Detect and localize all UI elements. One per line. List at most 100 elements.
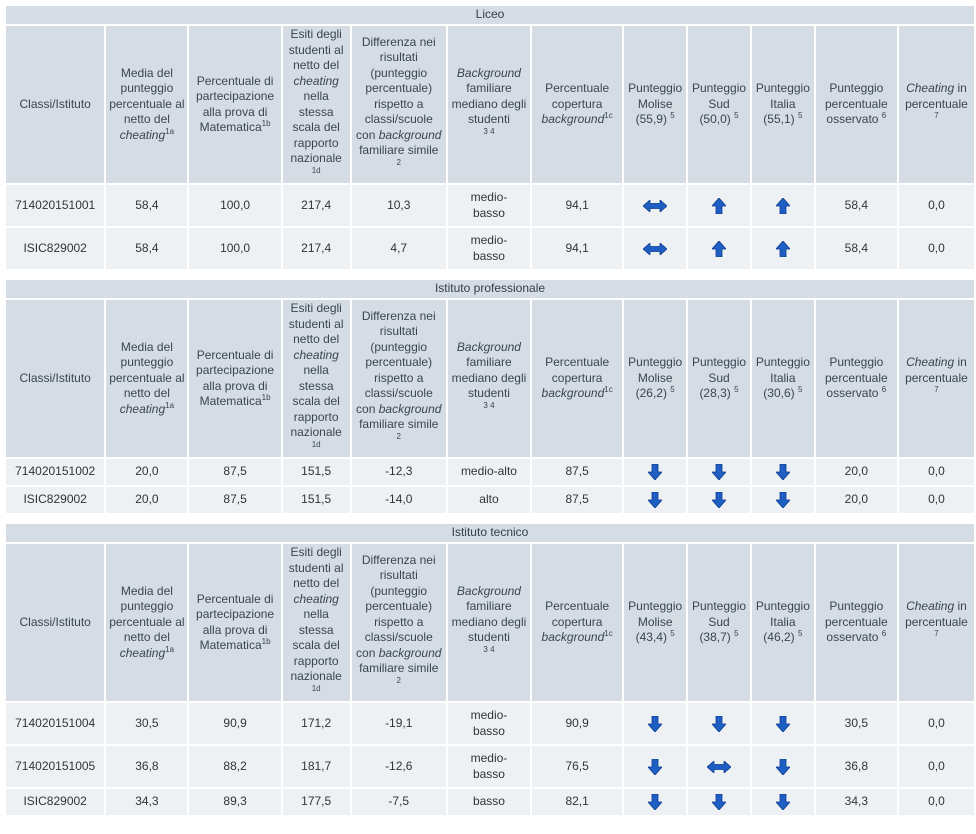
header-cheating: Cheating in percentuale 7 xyxy=(898,544,974,701)
header-text-italic: background xyxy=(378,645,442,660)
footnote-marker: 1b xyxy=(261,119,271,128)
header-text: Media del punteggio percentuale al netto… xyxy=(109,339,185,401)
cell-trend-molise xyxy=(624,746,687,787)
header-text: familiare simile xyxy=(359,417,439,432)
section-title: Liceo xyxy=(6,6,974,24)
arrow-down-icon xyxy=(712,464,727,480)
header-text: Percentuale copertura xyxy=(545,81,610,111)
footnote-marker: 1b xyxy=(261,637,271,646)
header-text: Punteggio Sud xyxy=(691,81,747,111)
header-text: Esiti degli studenti al netto del xyxy=(288,545,344,590)
footnote-marker: 3 4 xyxy=(483,126,495,136)
header-ref-score: (55,9) xyxy=(635,112,667,127)
header-classi: Classi/Istituto xyxy=(6,300,105,457)
header-text: Differenza nei risultati (punteggio perc… xyxy=(356,552,436,660)
cell-background: medio-alto xyxy=(447,459,531,485)
header-text-italic: Cheating xyxy=(906,599,955,614)
header-text: Punteggio percentuale osservato xyxy=(824,599,888,645)
cell-trend-italia xyxy=(751,228,814,269)
cell-classe: ISIC829002 xyxy=(6,487,105,513)
header-text: Differenza nei risultati (punteggio perc… xyxy=(356,308,436,416)
arrow-up-icon xyxy=(775,197,790,214)
cell-cheating: 0,0 xyxy=(898,703,974,744)
header-text: Punteggio percentuale osservato xyxy=(824,81,888,127)
header-text: familiare simile xyxy=(359,143,439,158)
footnote-marker: 6 xyxy=(881,629,887,639)
header-osservato: Punteggio percentuale osservato 6 xyxy=(815,300,897,457)
header-punteggio-italia: Punteggio Italia (30,6) 5 xyxy=(751,300,814,457)
cell-trend-molise xyxy=(624,789,687,815)
cell-media: 58,4 xyxy=(106,228,188,269)
header-text: nella stessa scala del rapporto nazional… xyxy=(290,89,342,165)
header-media: Media del punteggio percentuale al netto… xyxy=(106,300,188,457)
footnote-marker: 5 xyxy=(797,111,803,121)
footnote-marker: 7 xyxy=(934,629,939,639)
header-text: familiare mediano degli studenti xyxy=(451,355,527,401)
footnote-marker: 3 4 xyxy=(483,644,495,654)
header-text: Esiti degli studenti al netto del xyxy=(288,301,344,346)
header-background: Background familiare mediano degli stude… xyxy=(447,544,531,701)
table-row: 714020151001 58,4 100,0 217,4 10,3 medio-bass… xyxy=(6,185,974,226)
header-text: Differenza nei risultati (punteggio perc… xyxy=(356,34,436,142)
cell-trend-molise xyxy=(624,185,687,226)
cell-partecipazione: 88,2 xyxy=(189,746,281,787)
table-row: ISIC829002 34,3 89,3 177,5 -7,5 basso 82,1 34,3… xyxy=(6,789,974,815)
header-ref-score: (26,2) xyxy=(635,386,667,401)
footnote-marker: 1c xyxy=(604,629,613,639)
cell-trend-molise xyxy=(624,228,687,269)
footnote-marker: 7 xyxy=(934,111,939,121)
header-ref-score: (43,4) xyxy=(635,630,667,645)
header-text: Punteggio Molise xyxy=(628,355,683,385)
table-row: 714020151005 36,8 88,2 181,7 -12,6 medio-bass… xyxy=(6,746,974,787)
section-title: Istituto tecnico xyxy=(6,524,974,542)
header-text-italic: cheating xyxy=(119,645,166,660)
header-text-italic: cheating xyxy=(293,591,339,606)
header-esiti: Esiti degli studenti al netto del cheati… xyxy=(282,26,350,183)
header-text: Punteggio percentuale osservato xyxy=(824,355,888,401)
cell-osservato: 20,0 xyxy=(815,487,897,513)
cell-classe: ISIC829002 xyxy=(6,228,105,269)
cell-trend-molise xyxy=(624,459,687,485)
cell-partecipazione: 87,5 xyxy=(189,459,281,485)
cell-copertura: 90,9 xyxy=(532,703,623,744)
footnote-marker: 1d xyxy=(311,683,321,693)
section-title: Istituto professionale xyxy=(6,280,974,298)
header-media: Media del punteggio percentuale al netto… xyxy=(106,26,188,183)
arrow-down-icon xyxy=(648,492,663,508)
arrow-up-icon xyxy=(712,197,727,214)
header-media: Media del punteggio percentuale al netto… xyxy=(106,544,188,701)
header-text-italic: cheating xyxy=(119,401,166,416)
arrow-down-icon xyxy=(648,464,663,480)
footnote-marker: 1a xyxy=(165,126,175,136)
header-text: Punteggio Molise xyxy=(628,81,683,111)
cell-copertura: 94,1 xyxy=(532,185,623,226)
cell-trend-sud xyxy=(688,746,750,787)
footnote-marker: 5 xyxy=(734,385,739,395)
header-text-italic: Cheating xyxy=(906,81,955,96)
footnote-marker: 1c xyxy=(604,385,613,395)
header-text-italic: background xyxy=(541,630,605,645)
header-text: Esiti degli studenti al netto del xyxy=(288,27,344,72)
cell-trend-italia xyxy=(751,703,814,744)
header-text-italic: background xyxy=(378,401,442,416)
section-0: Liceo Classi/Istituto Media del punteggio … xyxy=(4,4,976,271)
cell-cheating: 0,0 xyxy=(898,746,974,787)
footnote-marker: 5 xyxy=(797,629,803,639)
header-text: Punteggio Italia xyxy=(755,599,810,629)
cell-osservato: 20,0 xyxy=(815,459,897,485)
header-copertura: Percentuale copertura background1c xyxy=(532,26,623,183)
cell-osservato: 30,5 xyxy=(815,703,897,744)
cell-cheating: 0,0 xyxy=(898,228,974,269)
arrow-left-right-icon xyxy=(707,760,732,773)
header-text: in percentuale xyxy=(905,599,968,629)
cell-esiti: 181,7 xyxy=(282,746,350,787)
header-ref-score: (38,7) xyxy=(699,630,731,645)
results-table: Istituto professionale Classi/Istituto Med… xyxy=(4,278,976,515)
cell-trend-sud xyxy=(688,228,750,269)
footnote-marker: 6 xyxy=(881,385,887,395)
header-ref-score: (50,0) xyxy=(699,112,731,127)
header-text: in percentuale xyxy=(905,355,968,385)
cell-partecipazione: 89,3 xyxy=(189,789,281,815)
section-2: Istituto tecnico Classi/Istituto Media del… xyxy=(4,522,976,817)
cell-esiti: 217,4 xyxy=(282,228,350,269)
